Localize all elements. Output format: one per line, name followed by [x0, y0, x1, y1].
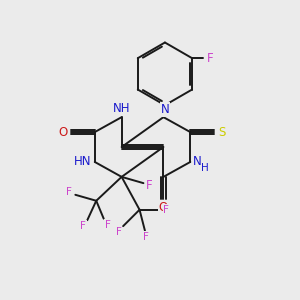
Text: F: F — [105, 220, 111, 230]
Text: N: N — [193, 155, 201, 168]
Text: O: O — [59, 126, 68, 139]
Text: F: F — [164, 205, 169, 215]
Text: F: F — [66, 187, 72, 197]
Text: O: O — [159, 201, 168, 214]
Text: F: F — [142, 232, 148, 242]
Text: NH: NH — [113, 102, 130, 115]
Text: F: F — [80, 220, 86, 230]
Text: N: N — [160, 103, 169, 116]
Text: F: F — [146, 179, 153, 192]
Text: F: F — [207, 52, 213, 65]
Text: S: S — [218, 126, 225, 139]
Text: H: H — [201, 163, 209, 173]
Text: HN: HN — [74, 155, 91, 168]
Text: F: F — [116, 227, 122, 237]
